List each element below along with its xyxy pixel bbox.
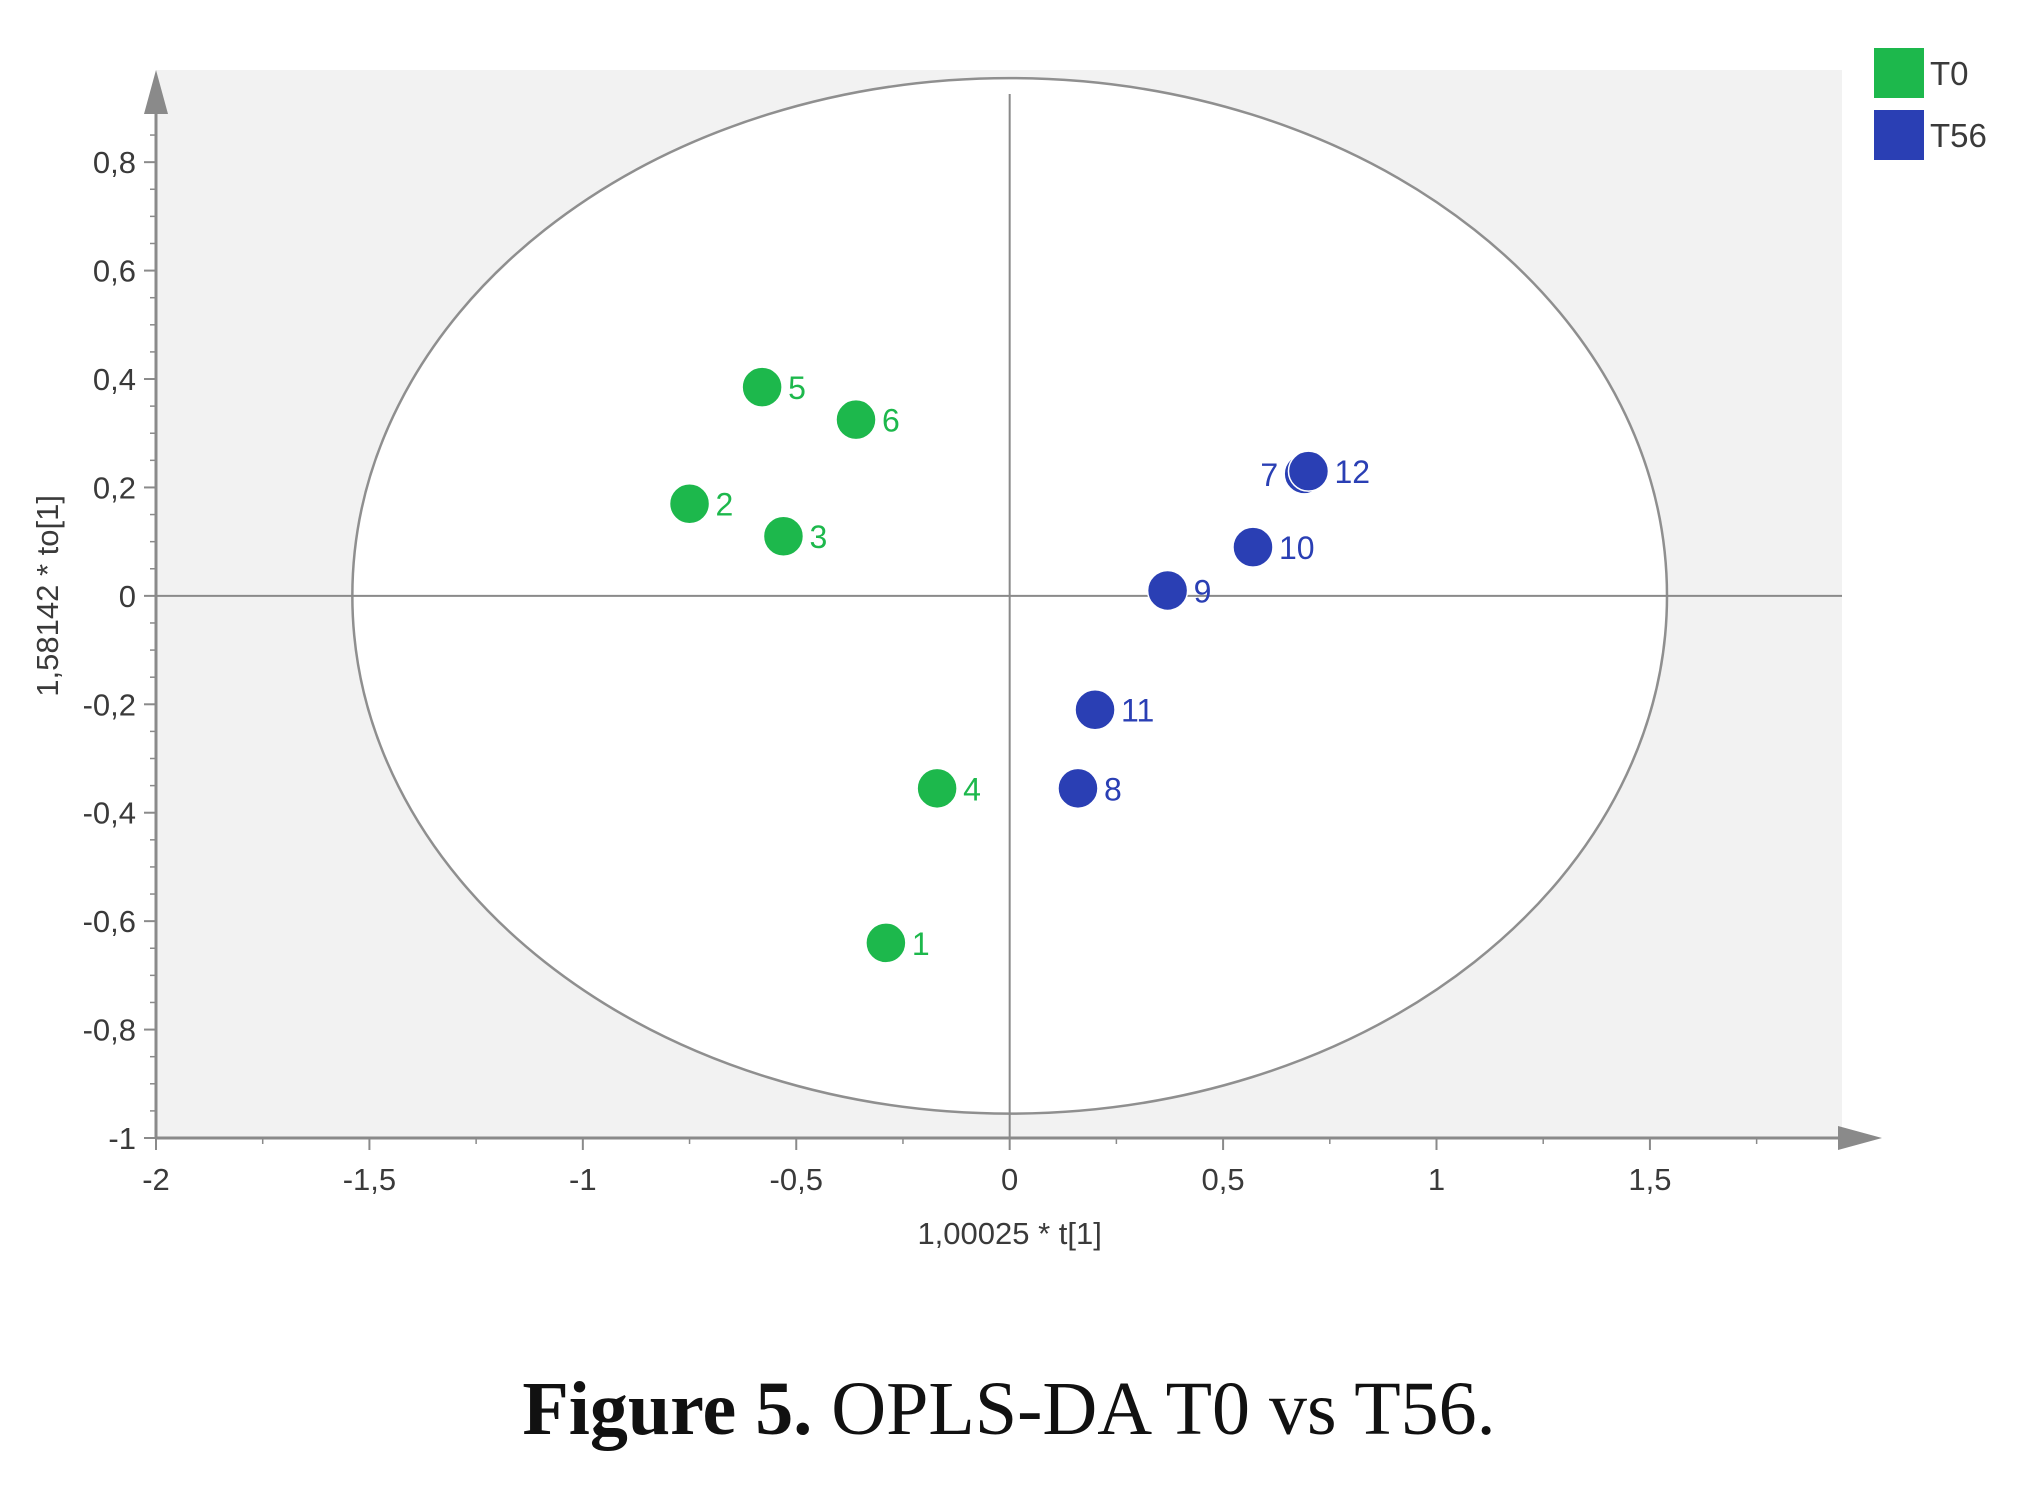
y-tick-label: -1 bbox=[108, 1121, 136, 1156]
y-tick-label: 0 bbox=[119, 579, 136, 614]
data-point-label-8: 8 bbox=[1104, 771, 1122, 807]
axes-layer bbox=[144, 70, 1882, 1150]
data-point-5 bbox=[741, 366, 783, 408]
x-tick-label: 1,5 bbox=[1628, 1162, 1671, 1197]
data-point-label-5: 5 bbox=[788, 370, 806, 406]
legend-swatch-t0 bbox=[1874, 48, 1924, 98]
data-point-4 bbox=[916, 767, 958, 810]
legend-label-t0: T0 bbox=[1930, 55, 1969, 92]
figure-caption-label: Figure 5. bbox=[522, 1367, 813, 1451]
figure-caption: Figure 5. OPLS-DA T0 vs T56. bbox=[0, 1366, 2018, 1453]
data-point-label-9: 9 bbox=[1194, 573, 1212, 609]
legend-label-t56: T56 bbox=[1930, 117, 1987, 154]
x-tick-label: 0,5 bbox=[1202, 1162, 1245, 1197]
x-axis-arrow bbox=[1838, 1126, 1882, 1150]
legend-swatch-t56 bbox=[1874, 110, 1924, 160]
data-point-label-10: 10 bbox=[1279, 530, 1315, 566]
y-tick-label: 0,8 bbox=[93, 145, 136, 180]
x-tick-label: 0 bbox=[1001, 1162, 1018, 1197]
data-point-label-7: 7 bbox=[1260, 457, 1278, 493]
x-tick-label: -1,5 bbox=[343, 1162, 396, 1197]
data-point-label-2: 2 bbox=[716, 487, 734, 523]
x-tick-label: -1 bbox=[569, 1162, 597, 1197]
y-tick-label: -0,6 bbox=[83, 904, 136, 939]
x-tick-label: -2 bbox=[142, 1162, 170, 1197]
y-tick-label: -0,8 bbox=[83, 1013, 136, 1048]
data-point-11 bbox=[1074, 688, 1116, 731]
data-point-12 bbox=[1287, 450, 1330, 492]
data-point-2 bbox=[668, 482, 711, 525]
figure-caption-text: OPLS-DA T0 vs T56. bbox=[831, 1367, 1496, 1451]
data-point-3 bbox=[762, 515, 805, 557]
y-tick-label: -0,4 bbox=[83, 796, 136, 831]
data-point-1 bbox=[865, 922, 907, 964]
data-point-label-1: 1 bbox=[912, 926, 930, 962]
y-tick-label: 0,2 bbox=[93, 470, 136, 505]
data-point-label-3: 3 bbox=[809, 519, 827, 555]
data-point-label-4: 4 bbox=[963, 771, 981, 807]
data-point-6 bbox=[835, 398, 877, 441]
y-tick-label: 0,6 bbox=[93, 254, 136, 289]
x-tick-label: 1 bbox=[1428, 1162, 1445, 1197]
data-point-9 bbox=[1146, 569, 1189, 612]
data-point-label-12: 12 bbox=[1334, 454, 1370, 490]
y-tick-label: 0,4 bbox=[93, 362, 136, 397]
data-point-label-6: 6 bbox=[882, 403, 900, 439]
y-axis-title: 1,58142 * to[1] bbox=[30, 495, 65, 697]
x-axis-title: 1,00025 * t[1] bbox=[917, 1216, 1101, 1251]
data-point-10 bbox=[1232, 526, 1274, 568]
data-point-8 bbox=[1057, 767, 1099, 810]
zero-lines-layer bbox=[156, 94, 1842, 1138]
x-tick-label: -0,5 bbox=[770, 1162, 823, 1197]
y-axis-arrow bbox=[144, 70, 168, 114]
ticks-layer: 0,80,60,40,20-0,2-0,4-0,6-0,8-1-2 -1,5 -1-… bbox=[83, 107, 1758, 1197]
data-point-label-11: 11 bbox=[1121, 693, 1154, 729]
legend: T0 T56 bbox=[1874, 48, 1987, 160]
y-tick-label: -0,2 bbox=[83, 687, 136, 722]
